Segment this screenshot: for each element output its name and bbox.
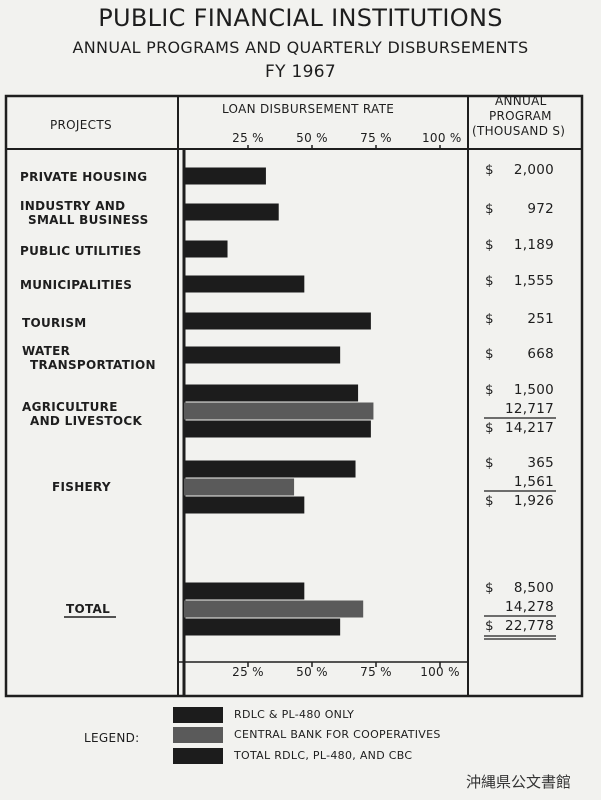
annual-header-1: ANNUAL: [495, 94, 547, 108]
projects-header: PROJECTS: [50, 118, 112, 132]
currency-symbol: $: [485, 420, 494, 436]
currency-symbol: $: [485, 346, 494, 362]
annual-program-value: 365: [527, 455, 554, 471]
legend-title: LEGEND:: [84, 731, 140, 745]
bar-rdlc-pl-480-only: [184, 203, 279, 221]
currency-symbol: $: [485, 311, 494, 327]
bar-central-bank-for-cooperatives: [184, 478, 295, 496]
annual-program-value: 2,000: [513, 162, 554, 178]
project-label: TOTAL: [66, 602, 111, 616]
project-label-line2: TRANSPORTATION: [30, 358, 156, 372]
annual-program-value: 1,561: [513, 474, 554, 490]
annual-program-value: 668: [527, 346, 554, 362]
bar-rdlc-pl-480-only: [184, 312, 371, 330]
project-label: INDUSTRY AND: [20, 199, 126, 213]
currency-symbol: $: [485, 162, 494, 178]
legend-swatch-2: [173, 748, 223, 764]
bottom-tick-label: 75 %: [360, 665, 392, 679]
annual-header-2: PROGRAM: [489, 109, 552, 123]
bottom-tick-label: 50 %: [296, 665, 328, 679]
bar-rdlc-pl-480-only: [184, 460, 356, 478]
chart-title: PUBLIC FINANCIAL INSTITUTIONS: [98, 4, 503, 32]
project-label: MUNICIPALITIES: [20, 278, 133, 292]
currency-symbol: $: [485, 237, 494, 253]
currency-symbol: $: [485, 455, 494, 471]
currency-symbol: $: [485, 618, 494, 634]
chart-subtitle: ANNUAL PROGRAMS AND QUARTERLY DISBURSEME…: [72, 38, 529, 57]
archive-watermark: 沖縄県公文書館: [465, 773, 571, 791]
annual-program-value: 12,717: [504, 401, 554, 417]
bar-central-bank-for-cooperatives: [184, 600, 364, 618]
currency-symbol: $: [485, 493, 494, 509]
annual-header-3: (THOUSAND S): [472, 124, 566, 138]
top-tick-label: 25 %: [232, 131, 264, 145]
project-label-line2: SMALL BUSINESS: [28, 213, 149, 227]
annual-program-value: 8,500: [513, 580, 554, 596]
annual-program-value: 251: [527, 311, 554, 327]
annual-program-value: 1,189: [513, 237, 554, 253]
top-tick-label: 100 %: [422, 131, 462, 145]
currency-symbol: $: [485, 273, 494, 289]
annual-program-value: 1,500: [513, 382, 554, 398]
project-label-line2: AND LIVESTOCK: [30, 414, 143, 428]
bar-total-rdlc-pl-480-and-cbc: [184, 420, 371, 438]
bar-rdlc-pl-480-only: [184, 275, 305, 293]
project-label: FISHERY: [52, 480, 111, 494]
annual-program-value: 972: [527, 201, 554, 217]
bar-central-bank-for-cooperatives: [184, 402, 374, 420]
table-frame: [4, 94, 584, 698]
annual-program-value: 1,926: [513, 493, 554, 509]
bar-total-rdlc-pl-480-and-cbc: [184, 618, 341, 636]
project-label: TOURISM: [22, 316, 87, 330]
fiscal-year: FY 1967: [265, 62, 336, 82]
currency-symbol: $: [485, 382, 494, 398]
top-tick-label: 75 %: [360, 131, 392, 145]
legend-label-total: TOTAL RDLC, PL-480, AND CBC: [234, 749, 413, 762]
top-tick-label: 50 %: [296, 131, 328, 145]
bar-rdlc-pl-480-only: [184, 346, 341, 364]
bar-rdlc-pl-480-only: [184, 384, 359, 402]
annual-program-value: 1,555: [513, 273, 554, 289]
rate-header: LOAN DISBURSEMENT RATE: [222, 102, 395, 116]
bottom-tick-label: 100 %: [420, 665, 460, 679]
annual-program-value: 14,278: [504, 599, 554, 615]
legend-label-rdlc: RDLC & PL-480 ONLY: [234, 708, 355, 721]
annual-program-value: 22,778: [504, 618, 554, 634]
project-label: WATER: [22, 344, 71, 358]
legend-label-cbc: CENTRAL BANK FOR COOPERATIVES: [234, 728, 441, 741]
bar-rdlc-pl-480-only: [184, 240, 228, 258]
bar-rdlc-pl-480-only: [184, 167, 266, 185]
project-label: PRIVATE HOUSING: [20, 170, 148, 184]
project-label: AGRICULTURE: [22, 400, 118, 414]
currency-symbol: $: [485, 201, 494, 217]
bottom-tick-label: 25 %: [232, 665, 264, 679]
project-label: PUBLIC UTILITIES: [20, 244, 142, 258]
legend-swatch-1: [173, 727, 223, 743]
legend-swatch-0: [173, 707, 223, 723]
currency-symbol: $: [485, 580, 494, 596]
bar-rdlc-pl-480-only: [184, 582, 305, 600]
annual-program-value: 14,217: [504, 420, 554, 436]
bar-total-rdlc-pl-480-and-cbc: [184, 496, 305, 514]
